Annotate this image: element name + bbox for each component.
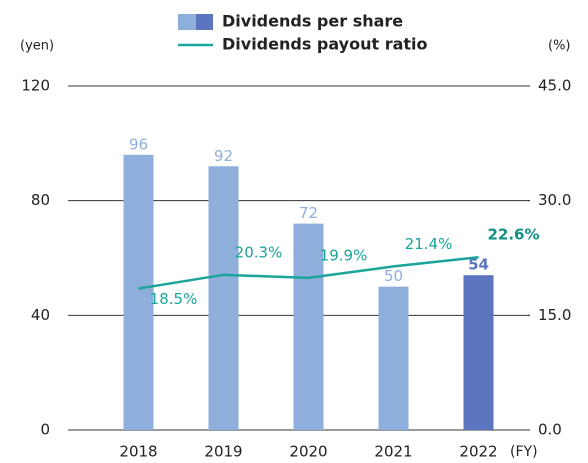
x-axis-label: (FY) (510, 444, 538, 460)
legend-swatch (178, 14, 196, 30)
bar-value-label: 72 (299, 204, 318, 222)
x-tick-label: 2018 (119, 443, 157, 461)
x-tick-label: 2020 (289, 443, 327, 461)
y2-tick-label: 30.0 (538, 191, 571, 209)
y-tick-label: 0 (40, 421, 50, 439)
line-value-label: 18.5% (150, 290, 198, 308)
bar-value-label: 54 (468, 256, 489, 274)
x-tick-label: 2022 (459, 443, 497, 461)
y-tick-label: 120 (21, 77, 50, 95)
y2-tick-label: 15.0 (538, 306, 571, 324)
bar (208, 166, 239, 430)
line-value-label: 20.3% (235, 243, 283, 261)
bar (463, 275, 494, 430)
y2-tick-label: 0.0 (538, 421, 562, 439)
x-tick-label: 2021 (374, 443, 412, 461)
y2-axis-label: (%) (548, 39, 571, 54)
line-value-label: 19.9% (320, 246, 368, 264)
bar-value-label: 92 (214, 147, 233, 165)
line (138, 255, 479, 290)
bar (123, 154, 154, 431)
bar-value-label: 96 (129, 135, 148, 153)
line-value-label: 22.6% (487, 226, 539, 244)
y-axis-label: (yen) (20, 39, 54, 54)
bar (378, 286, 409, 430)
y-tick-label: 40 (31, 306, 50, 324)
legend-swatch (196, 14, 213, 30)
legend-label: Dividends per share (222, 12, 403, 31)
y-tick-label: 80 (31, 191, 50, 209)
y2-tick-label: 45.0 (538, 77, 571, 95)
bar-value-label: 50 (384, 267, 403, 285)
line-value-label: 21.4% (405, 235, 453, 253)
legend-label: Dividends payout ratio (222, 35, 428, 54)
bar (293, 223, 324, 430)
x-tick-label: 2019 (204, 443, 242, 461)
